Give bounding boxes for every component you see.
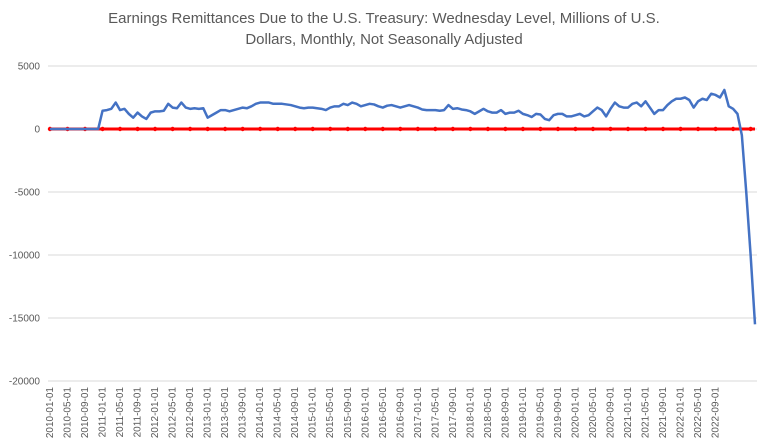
x-tick-label: 2014-01-01 bbox=[255, 387, 266, 439]
chart-title: Earnings Remittances Due to the U.S. Tre… bbox=[0, 8, 768, 50]
x-tick-label: 2017-01-01 bbox=[413, 387, 424, 439]
zero-series-point bbox=[555, 126, 561, 132]
zero-series-point bbox=[695, 126, 701, 132]
zero-series-point bbox=[503, 126, 508, 132]
x-tick-label: 2011-05-01 bbox=[115, 387, 126, 438]
x-tick-label: 2016-05-01 bbox=[378, 387, 389, 439]
x-tick-label: 2013-09-01 bbox=[238, 387, 249, 439]
zero-series-point bbox=[625, 126, 631, 132]
zero-series-point bbox=[468, 126, 473, 132]
zero-series-point bbox=[678, 126, 683, 132]
x-tick-label: 2013-05-01 bbox=[220, 387, 231, 439]
zero-series-point bbox=[187, 126, 193, 132]
x-tick-label: 2011-01-01 bbox=[98, 387, 109, 438]
x-tick-label: 2018-09-01 bbox=[500, 387, 511, 439]
zero-series-point bbox=[310, 126, 315, 132]
x-tick-label: 2018-05-01 bbox=[483, 387, 494, 439]
x-tick-label: 2014-05-01 bbox=[273, 387, 284, 439]
zero-series-point bbox=[205, 126, 210, 132]
x-tick-label: 2020-05-01 bbox=[588, 387, 599, 439]
zero-series-point bbox=[415, 126, 421, 132]
x-tick-label: 2010-05-01 bbox=[63, 387, 74, 439]
zero-series-point bbox=[380, 126, 385, 132]
y-tick-label: -20000 bbox=[9, 377, 41, 388]
x-tick-label: 2022-09-01 bbox=[711, 387, 722, 439]
zero-series-point bbox=[450, 126, 456, 132]
x-tick-label: 2022-01-01 bbox=[676, 387, 687, 439]
y-tick-label: 0 bbox=[34, 125, 40, 136]
x-tick-label: 2016-09-01 bbox=[395, 387, 406, 439]
zero-series-point bbox=[222, 126, 228, 132]
x-tick-label: 2015-05-01 bbox=[325, 387, 336, 439]
zero-series-point bbox=[713, 126, 718, 132]
zero-series-point bbox=[240, 126, 245, 132]
x-tick-label: 2019-05-01 bbox=[535, 387, 546, 439]
zero-series-point bbox=[485, 126, 491, 132]
zero-series-point bbox=[363, 126, 368, 132]
zero-series-point bbox=[433, 126, 438, 132]
zero-series-point bbox=[275, 126, 280, 132]
x-tick-label: 2020-01-01 bbox=[570, 387, 581, 439]
y-tick-label: -5000 bbox=[14, 188, 40, 199]
zero-series-point bbox=[398, 126, 403, 132]
x-tick-label: 2012-01-01 bbox=[150, 387, 161, 439]
zero-series-point bbox=[538, 126, 543, 132]
x-axis-ticks: 2010-01-01 2010-05-01 2010-09-01 2011-01-01… bbox=[45, 387, 722, 439]
x-tick-label: 2012-09-01 bbox=[185, 387, 196, 439]
x-tick-label: 2020-09-01 bbox=[605, 387, 616, 439]
zero-series-point bbox=[170, 126, 175, 132]
x-tick-label: 2018-01-01 bbox=[465, 387, 476, 439]
zero-series-point bbox=[643, 126, 648, 132]
x-tick-label: 2010-01-01 bbox=[45, 387, 56, 439]
x-tick-label: 2019-01-01 bbox=[518, 387, 529, 439]
zero-series-point bbox=[590, 126, 596, 132]
zero-series-point bbox=[730, 126, 736, 132]
y-tick-label: 5000 bbox=[18, 62, 41, 73]
zero-series-point bbox=[293, 126, 298, 132]
x-tick-label: 2016-01-01 bbox=[360, 387, 371, 439]
series-layer bbox=[47, 88, 757, 325]
x-tick-label: 2013-01-01 bbox=[203, 387, 214, 439]
x-tick-label: 2022-05-01 bbox=[693, 387, 704, 439]
x-tick-label: 2014-09-01 bbox=[290, 387, 301, 439]
x-tick-label: 2012-05-01 bbox=[168, 387, 179, 439]
x-tick-label: 2011-09-01 bbox=[133, 387, 144, 438]
x-tick-label: 2015-01-01 bbox=[308, 387, 319, 439]
y-axis-ticks: 5000 0 -5000 -10000 -15000 -20000 bbox=[9, 62, 41, 388]
zero-series-point bbox=[100, 126, 105, 132]
x-tick-label: 2015-09-01 bbox=[343, 387, 354, 439]
zero-series-point bbox=[328, 126, 333, 132]
x-tick-label: 2021-01-01 bbox=[623, 387, 634, 439]
chart-title-line-2: Dollars, Monthly, Not Seasonally Adjuste… bbox=[245, 31, 523, 48]
zero-series-point bbox=[660, 126, 666, 132]
x-tick-label: 2019-09-01 bbox=[553, 387, 564, 439]
chart-title-line-1: Earnings Remittances Due to the U.S. Tre… bbox=[108, 10, 660, 27]
y-tick-label: -15000 bbox=[9, 314, 41, 325]
x-tick-label: 2010-09-01 bbox=[80, 387, 91, 439]
x-tick-label: 2017-05-01 bbox=[430, 387, 441, 439]
zero-series-point bbox=[152, 126, 158, 132]
zero-series-point bbox=[748, 126, 753, 132]
zero-series-point bbox=[117, 126, 123, 132]
zero-series-point bbox=[608, 126, 613, 132]
zero-series-point bbox=[257, 126, 263, 132]
x-tick-label: 2021-09-01 bbox=[658, 387, 669, 439]
grid-layer bbox=[48, 65, 757, 382]
zero-series-point bbox=[573, 126, 578, 132]
zero-series-point bbox=[345, 126, 350, 132]
y-tick-label: -10000 bbox=[9, 251, 41, 262]
remittances-series-line bbox=[50, 88, 757, 325]
zero-series-point bbox=[135, 126, 140, 132]
zero-series-point bbox=[520, 126, 526, 132]
x-tick-label: 2021-05-01 bbox=[641, 387, 652, 439]
x-tick-label: 2017-09-01 bbox=[448, 387, 459, 439]
